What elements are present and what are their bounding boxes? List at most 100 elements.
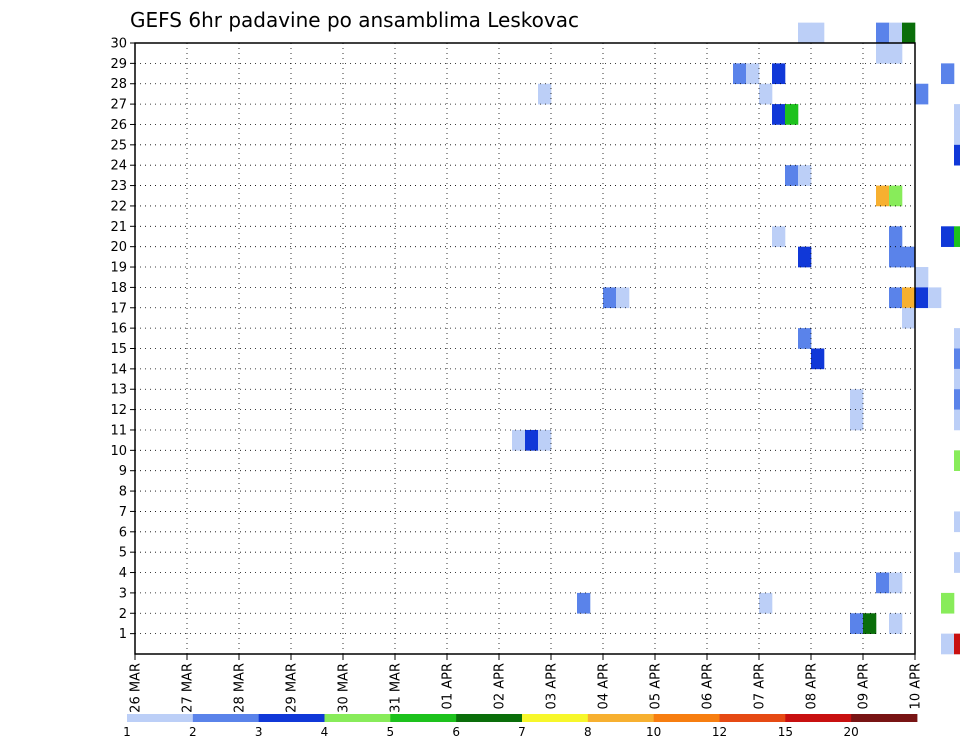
colorbar-label: 15 [778,725,793,739]
colorbar-label: 20 [844,725,859,739]
heatmap-cell [915,267,929,288]
heatmap-cell [941,592,955,614]
y-tick-label: 29 [110,57,127,72]
y-tick-label: 17 [110,301,127,316]
heatmap-cell [811,348,825,370]
x-tick-label: 30 MAR [337,663,352,713]
y-tick-label: 22 [110,199,127,214]
x-tick-label: 10 APR [909,663,924,709]
heatmap-cell [941,226,955,247]
heatmap-cell [746,63,760,85]
heatmap-cell [928,287,942,309]
y-tick-label: 5 [119,546,127,561]
heatmap-cell [941,633,955,655]
colorbar-label: 1 [123,725,131,739]
y-tick-label: 11 [110,423,127,438]
y-tick-label: 18 [110,281,127,296]
y-tick-label: 6 [119,525,127,540]
y-tick-label: 19 [110,261,127,276]
y-tick-label: 10 [110,444,127,459]
heatmap-cell [850,389,864,410]
colorbar-label: 3 [255,725,263,739]
y-tick-label: 13 [110,383,127,398]
heatmap-cell [889,287,903,309]
heatmap-cell [902,22,916,44]
heatmap-cell [863,613,877,634]
y-tick-label: 16 [110,322,127,337]
heatmap-cell [889,226,903,247]
heatmap-cell [889,185,903,207]
heatmap-cell [525,429,539,451]
y-tick-label: 24 [110,159,127,174]
heatmap-cell [902,307,916,329]
y-tick-label: 27 [110,98,127,113]
colorbar-swatch [192,714,260,722]
y-tick-label: 23 [110,179,127,194]
heatmap-cell [889,22,903,44]
heatmap-cell [889,613,903,634]
y-tick-label: 14 [110,362,127,377]
colorbar-swatch [522,714,589,722]
heatmap-cell [889,572,903,594]
heatmap-cell [512,429,526,451]
heatmap-cell [759,592,773,614]
x-tick-label: 01 APR [441,663,456,709]
colorbar-label: 8 [584,725,592,739]
heatmap-cell [954,511,960,533]
y-tick-label: 1 [119,627,127,642]
heatmap-cell [577,592,591,614]
heatmap-cell [954,633,960,655]
heatmap-cell [876,185,890,207]
heatmap-cell [915,287,929,309]
y-tick-label: 28 [110,77,127,92]
y-tick-label: 4 [119,566,127,581]
heatmap-cell [941,63,955,85]
heatmap-cell [772,104,786,125]
heatmap-cell [954,348,960,370]
heatmap-cell [538,83,552,105]
heatmap-cell [850,409,864,431]
grid-lines [135,42,915,654]
heatmap-cell [954,104,960,125]
colorbar: 1 2 3 4 5 6 7 8 10 12 15 20 [123,714,918,739]
heatmap-cell [954,124,960,146]
x-tick-label: 06 APR [701,663,716,709]
heatmap-cell [954,328,960,349]
heatmap-cell [798,22,812,44]
x-tick-label: 31 MAR [389,663,404,713]
heatmap-cell [798,246,812,268]
heatmap-cell [785,104,799,125]
y-tick-label: 30 [110,37,127,52]
y-tick-label: 3 [119,586,127,601]
heatmap-cell [772,226,786,247]
heatmap-cell [850,613,864,634]
x-tick-label: 03 APR [545,663,560,709]
y-tick-label: 21 [110,220,127,235]
heatmap-cell [876,43,890,64]
x-tick-label: 04 APR [597,663,612,709]
heatmap-cell [538,429,552,451]
colorbar-label: 4 [321,725,329,739]
colorbar-label: 5 [387,725,395,739]
x-tick-label: 26 MAR [129,663,144,713]
y-axis: 1234567891011121314151617181920212223242… [110,37,135,642]
y-tick-label: 12 [110,403,127,418]
colorbar-swatch [785,714,852,722]
heatmap-cell [889,246,903,268]
x-tick-label: 08 APR [805,663,820,709]
y-tick-label: 20 [110,240,127,255]
colorbar-swatch [587,714,655,722]
heatmap-cell [798,328,812,349]
colorbar-swatch [127,714,194,722]
colorbar-label: 2 [189,725,197,739]
heatmap-cell [954,409,960,431]
heatmap-cell [902,287,916,309]
heatmap-cell [876,22,890,44]
heatmap-cell [902,246,916,268]
heatmap-cell [915,83,929,105]
x-tick-label: 09 APR [857,663,872,709]
colorbar-label: 10 [646,725,661,739]
colorbar-label: 7 [518,725,526,739]
y-tick-label: 9 [119,464,127,479]
